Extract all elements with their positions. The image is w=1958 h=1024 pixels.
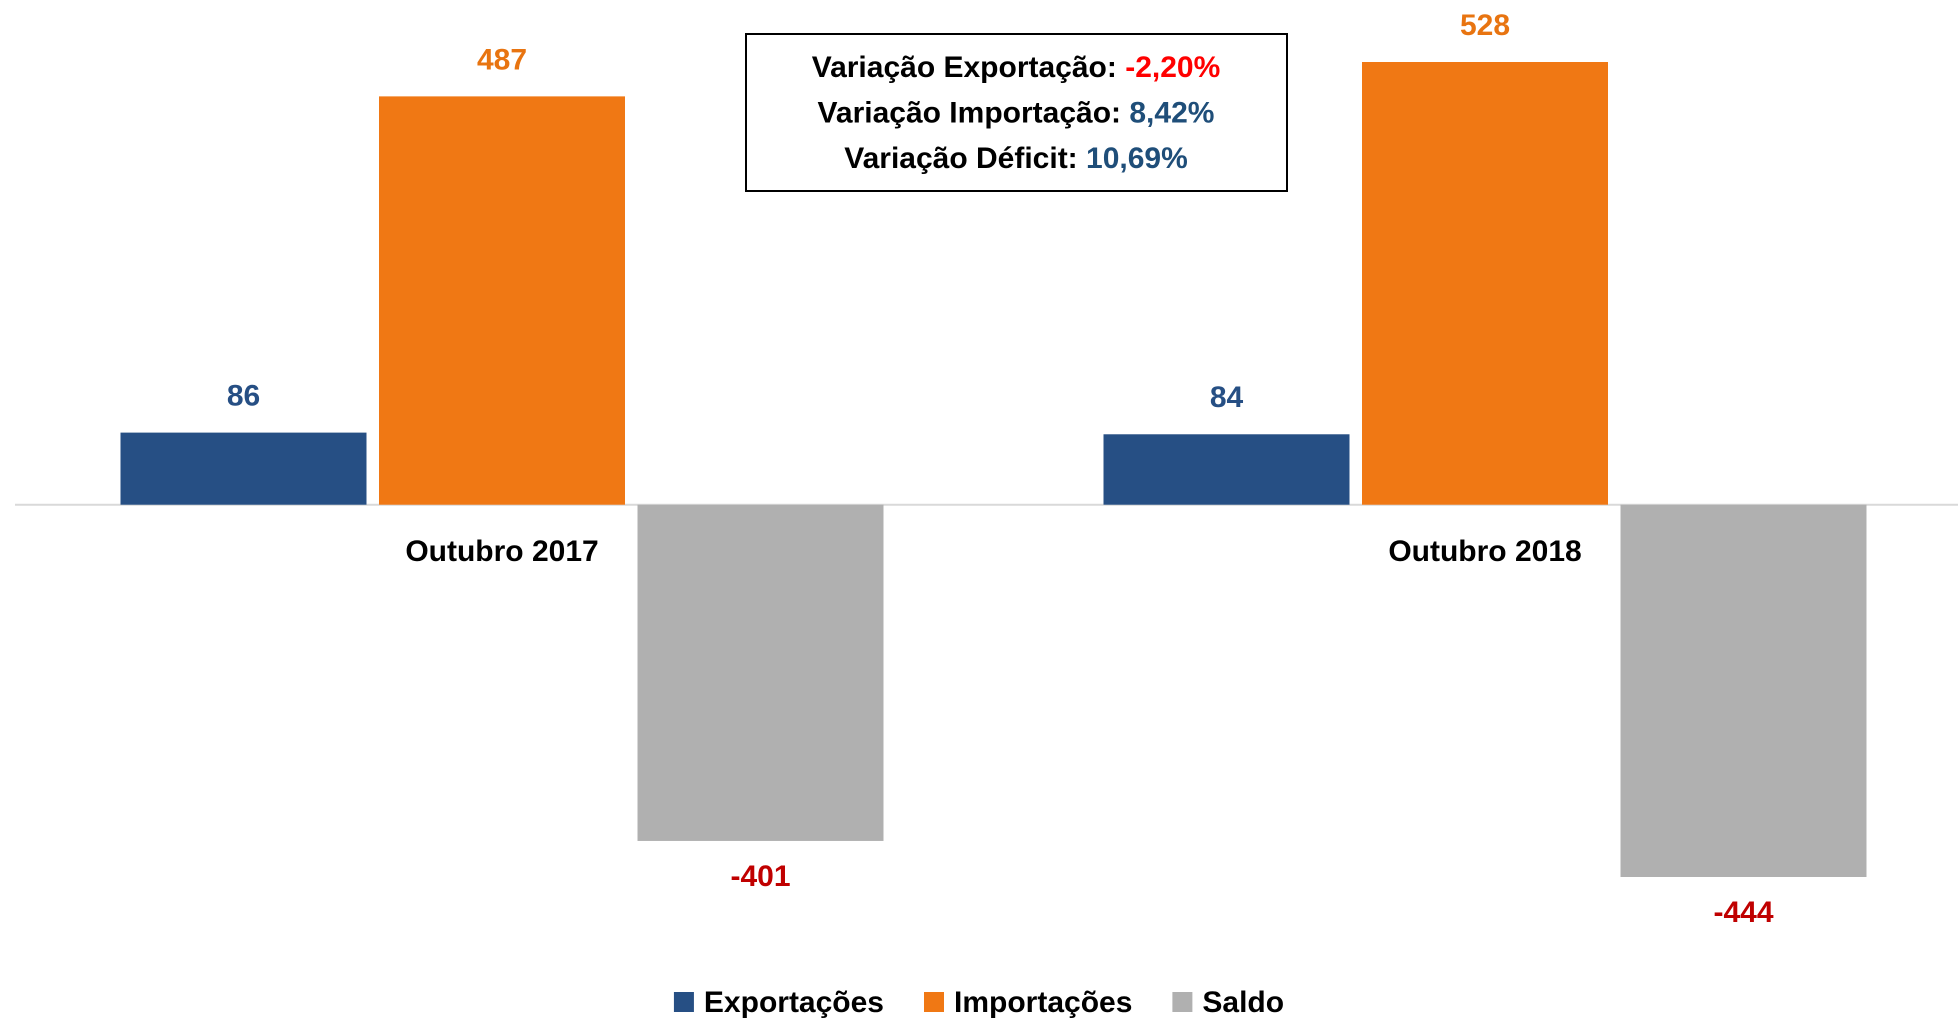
annotation-value: 10,69% (1086, 142, 1188, 175)
data-label: -401 (730, 860, 790, 893)
x-tick-label: Outubro 2017 (405, 535, 598, 568)
data-label: 86 (227, 380, 260, 413)
bar (1362, 62, 1608, 505)
annotation: Variação Exportação: -2,20% (812, 51, 1221, 84)
legend-label: Saldo (1202, 986, 1284, 1019)
annotation-value: -2,20% (1125, 51, 1220, 84)
legend-label: Importações (954, 986, 1132, 1019)
bar (1620, 504, 1867, 877)
data-label: 84 (1210, 381, 1244, 414)
annotation-value: 8,42% (1129, 96, 1214, 129)
legend-swatch (673, 992, 694, 1012)
annotation: Variação Importação: 8,42% (818, 96, 1215, 129)
annotation-label: Variação Déficit: (844, 142, 1077, 175)
annotation: Variação Déficit: 10,69% (844, 142, 1188, 175)
data-label: 487 (477, 43, 527, 76)
legend-swatch (924, 992, 944, 1012)
annotation-label: Variação Exportação: (812, 51, 1117, 84)
legend-swatch (1172, 992, 1193, 1012)
data-label: -444 (1713, 896, 1773, 929)
bar (120, 432, 367, 505)
annotation-box (745, 33, 1288, 192)
x-tick-label: Outubro 2018 (1388, 535, 1581, 568)
data-label: 528 (1460, 9, 1510, 42)
bar (379, 96, 625, 505)
legend-label: Exportações (704, 986, 884, 1019)
bar (1103, 434, 1350, 505)
annotation-label: Variação Importação: (818, 96, 1121, 129)
bar (637, 504, 884, 841)
